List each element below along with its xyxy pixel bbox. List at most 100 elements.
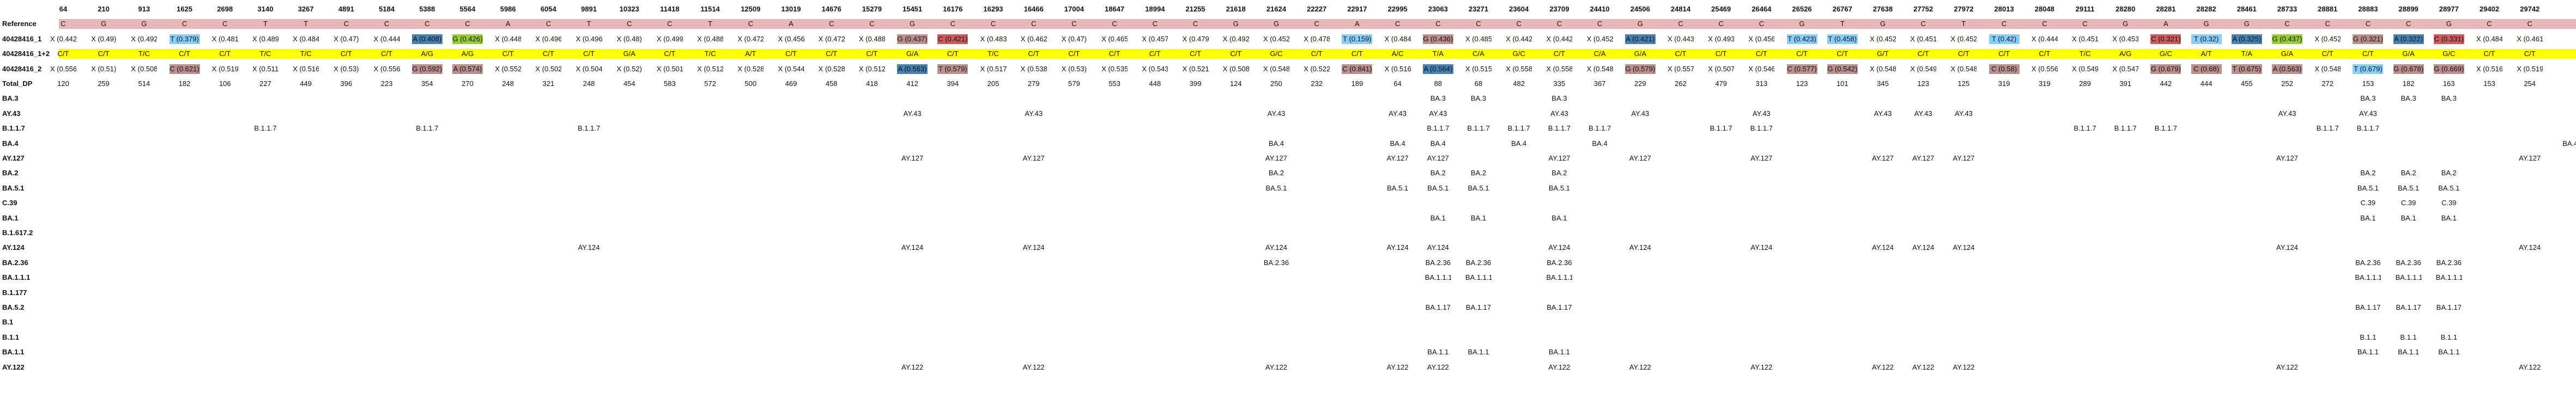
table-cell: X (0.547)	[2112, 64, 2139, 73]
table-cell: BA.4	[1430, 139, 1446, 148]
table-cell: BA.1.1.1	[1546, 273, 1573, 282]
table-cell: BA.5.1	[2357, 183, 2379, 192]
table-cell: T (0.423)	[1786, 34, 1817, 44]
table-cell: A (0.325)	[2231, 34, 2262, 44]
position-header: 3140	[257, 5, 274, 13]
table-cell: X (0.548)	[1950, 64, 1977, 73]
table-cell: C	[222, 20, 228, 28]
row-label: B.1.177	[2, 288, 27, 297]
table-cell: 250	[1270, 79, 1282, 88]
row-label: B.1.617.2	[2, 229, 33, 237]
table-cell: AY.127	[1548, 154, 1571, 162]
position-header: 28881	[2318, 5, 2338, 13]
table-cell: C/T	[381, 50, 393, 58]
table-cell: 205	[987, 79, 999, 88]
position-header: 28899	[2398, 5, 2419, 13]
table-cell: C/T	[1796, 50, 1808, 58]
row-label: BA.2.36	[2, 258, 28, 267]
table-cell: AY.43	[1955, 109, 1973, 118]
table-cell: C/T	[2483, 50, 2495, 58]
table-cell: X (0.548)	[1870, 64, 1896, 73]
table-cell: X (0.452)	[2314, 34, 2341, 43]
table-cell: C/T	[947, 50, 959, 58]
position-header: 210	[98, 5, 110, 13]
table-cell: BA.3	[1470, 94, 1487, 103]
table-cell: A	[505, 20, 511, 28]
table-cell: BA.2.36	[1425, 258, 1451, 267]
table-cell: 444	[2200, 79, 2213, 88]
table-cell: X (0.442)	[1506, 34, 1532, 43]
table-cell: G (0.592)	[411, 64, 443, 74]
table-cell: G/A	[906, 50, 919, 58]
table-cell: B.1.1.7	[2114, 124, 2137, 133]
table-cell: AY.127	[1022, 154, 1045, 162]
table-cell: C	[1152, 20, 1158, 28]
table-cell: X (0.48)	[616, 34, 642, 43]
table-cell: AY.124	[1386, 243, 1409, 252]
table-cell: T (0.679)	[2353, 64, 2384, 74]
position-header: 26767	[1832, 5, 1852, 13]
table-cell: AY.124	[578, 243, 600, 252]
table-cell: 449	[300, 79, 312, 88]
position-header: 17004	[1064, 5, 1084, 13]
row-label: BA.5.1	[2, 183, 25, 192]
table-cell: X (0.478)	[1304, 34, 1330, 43]
table-cell: C (0.577)	[1786, 64, 1817, 74]
table-cell: AY.43	[1389, 109, 1407, 118]
table-cell: G (0.426)	[452, 34, 483, 44]
position-header: 4891	[338, 5, 354, 13]
table-cell: BA.1.1.1	[1465, 273, 1492, 282]
table-cell: X (0.52)	[616, 64, 642, 73]
table-cell: AY.122	[901, 363, 924, 371]
table-cell: 124	[1229, 79, 1242, 88]
table-cell: C.39	[2401, 199, 2416, 207]
table-cell: BA.2.36	[1465, 258, 1492, 267]
table-cell: C	[1112, 20, 1117, 28]
table-cell: 345	[1877, 79, 1889, 88]
table-cell: C	[1516, 20, 1522, 28]
table-cell: BA.3	[2441, 94, 2457, 103]
table-cell: BA.4	[1592, 139, 1608, 148]
table-cell: X (0.485)	[1465, 34, 1492, 43]
table-cell: C/T	[542, 50, 554, 58]
table-cell: G (0.436)	[1422, 34, 1453, 44]
table-cell: X (0.504)	[575, 64, 602, 73]
table-cell: C/T	[785, 50, 797, 58]
table-cell: B.1.1.7	[1427, 124, 1450, 133]
table-cell: BA.1.1	[1427, 348, 1449, 357]
row-label: AY.122	[2, 363, 25, 371]
table-cell: BA.2	[2360, 169, 2376, 177]
table-cell: B.1.1.7	[1710, 124, 1732, 133]
table-cell: AY.127	[2519, 154, 2541, 162]
table-cell: X (0.451)	[1910, 34, 1937, 43]
table-cell: C	[2365, 20, 2371, 28]
table-cell: X (0.548)	[1586, 64, 1613, 73]
table-cell: X (0.508)	[131, 64, 157, 73]
table-cell: X (0.521)	[1182, 64, 1209, 73]
table-cell: X (0.557)	[1668, 64, 1694, 73]
table-cell: X (0.483)	[980, 34, 1007, 43]
table-cell: BA.2	[1551, 169, 1567, 177]
table-cell: 391	[2119, 79, 2132, 88]
table-cell: 248	[502, 79, 514, 88]
position-header: 5564	[459, 5, 476, 13]
table-cell: C	[1718, 20, 1724, 28]
position-header: 9891	[581, 5, 597, 13]
table-cell: 125	[1957, 79, 1970, 88]
table-cell: X (0.552)	[495, 64, 522, 73]
table-cell: 232	[1311, 79, 1323, 88]
table-cell: T/C	[2079, 50, 2091, 58]
table-cell: X (0.49)	[91, 34, 117, 43]
table-cell: BA.1.1	[2357, 348, 2379, 357]
table-cell: A (0.563)	[897, 64, 928, 74]
table-cell: X (0.546)	[1748, 64, 1775, 73]
table-cell: AY.124	[1629, 243, 1651, 252]
row-label: AY.127	[2, 154, 25, 162]
table-cell: 479	[1715, 79, 1728, 88]
row-label: AY.124	[2, 243, 25, 252]
table-cell: X (0.519)	[211, 64, 238, 73]
table-cell: C/T	[1917, 50, 1929, 58]
table-cell: 335	[1553, 79, 1566, 88]
table-cell: X (0.511)	[252, 64, 278, 73]
table-cell: C/T	[1675, 50, 1687, 58]
